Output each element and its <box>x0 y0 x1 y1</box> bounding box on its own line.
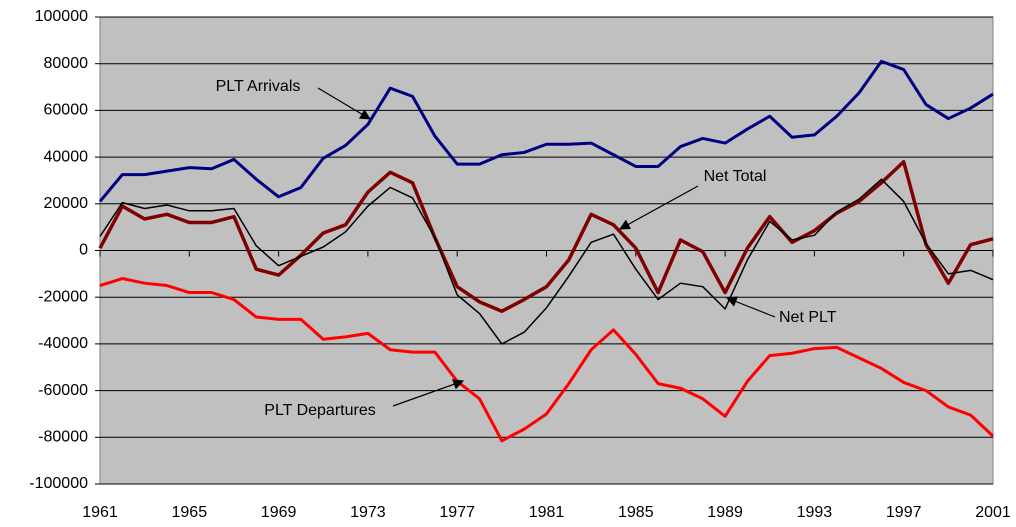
series-label: Net Total <box>704 168 767 185</box>
x-tick-label: 1985 <box>618 504 654 521</box>
y-tick-label: 60000 <box>44 102 89 119</box>
x-tick-label: 2001 <box>975 504 1011 521</box>
y-tick-label: 40000 <box>44 148 89 165</box>
callout-arrow <box>317 87 371 120</box>
x-tick-label: 1965 <box>172 504 208 521</box>
callout-arrow <box>725 296 776 318</box>
y-tick-label: -40000 <box>38 335 88 352</box>
y-tick-label: 20000 <box>44 195 89 212</box>
x-tick-label: 1969 <box>261 504 297 521</box>
y-tick-label: 0 <box>79 242 88 259</box>
x-tick-label: 1993 <box>797 504 833 521</box>
callout-arrow <box>392 379 465 407</box>
series-line <box>99 178 994 345</box>
callout-arrow <box>619 185 699 230</box>
series-line <box>98 160 994 313</box>
y-tick-label: -80000 <box>38 429 88 446</box>
x-tick-label: 1973 <box>350 504 386 521</box>
x-tick-label: 1981 <box>529 504 565 521</box>
series-line <box>99 277 995 443</box>
x-tick-label: 1977 <box>439 504 475 521</box>
x-tick-label: 1961 <box>82 504 118 521</box>
y-tick-label: 80000 <box>44 55 89 72</box>
y-tick-label: -20000 <box>38 288 88 305</box>
x-tick-label: 1997 <box>886 504 922 521</box>
series-line <box>98 59 994 203</box>
y-tick-label: -60000 <box>38 382 88 399</box>
y-tick-label: 100000 <box>35 8 88 25</box>
series-label: PLT Departures <box>264 402 375 419</box>
y-tick-label: -100000 <box>29 475 88 492</box>
series-label: PLT Arrivals <box>216 78 301 95</box>
x-tick-label: 1989 <box>707 504 743 521</box>
series-label: Net PLT <box>779 309 837 326</box>
